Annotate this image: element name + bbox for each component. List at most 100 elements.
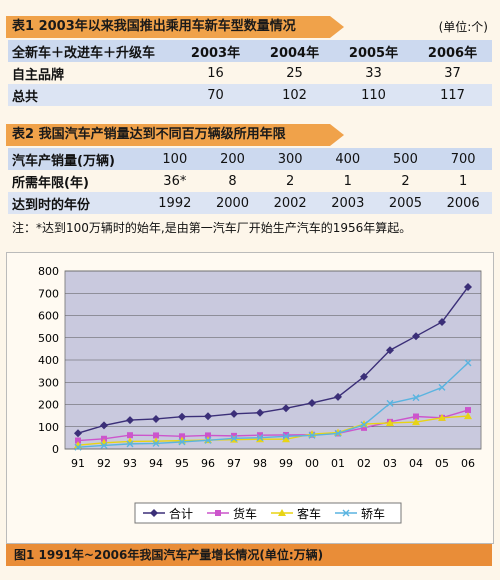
table1-unit: (单位:个) — [438, 20, 488, 34]
data-point — [386, 346, 394, 355]
table2-row-label: 所需年限(年) — [12, 175, 89, 191]
x-tick-label: 97 — [227, 457, 241, 470]
y-tick-label: 500 — [38, 332, 59, 345]
table-cell: 2000 — [215, 195, 250, 211]
data-point — [152, 437, 160, 445]
x-tick-label: 04 — [409, 457, 423, 470]
data-point — [230, 434, 238, 442]
data-point — [282, 404, 290, 413]
x-tick-label: 95 — [175, 457, 189, 470]
data-point — [101, 435, 107, 442]
data-point — [438, 317, 446, 326]
data-point — [230, 409, 238, 418]
data-point — [334, 392, 342, 401]
table-row: 所需年限(年) 36* 8 2 1 2 1 — [8, 170, 492, 192]
legend-box — [134, 502, 402, 524]
x-tick-label: 93 — [123, 457, 137, 470]
data-point — [205, 432, 211, 439]
table2-row-label: 达到时的年份 — [12, 197, 91, 213]
y-tick-label: 800 — [38, 265, 59, 278]
x-tick-label: 03 — [383, 457, 397, 470]
table1-header-cell: 2006年 — [427, 45, 478, 61]
data-point — [282, 435, 290, 443]
data-point — [464, 283, 472, 292]
series-line-2 — [77, 415, 469, 446]
data-point — [386, 418, 394, 426]
data-point — [308, 431, 316, 439]
table-cell: 37 — [444, 65, 461, 81]
data-point — [179, 433, 185, 440]
table-cell: 102 — [282, 87, 307, 103]
table1-header-cell: 2004年 — [269, 45, 320, 61]
data-point — [100, 441, 108, 449]
table-cell: 2002 — [273, 195, 307, 211]
table1: 全新车＋改进车＋升级车 2003年 2004年 2005年 2006年 自主品牌… — [8, 40, 492, 106]
y-tick-label: 0 — [52, 443, 59, 456]
x-tick-label: 94 — [149, 457, 163, 470]
data-point — [74, 443, 82, 451]
y-tick-label: 600 — [38, 310, 59, 323]
table-cell: 2005 — [388, 195, 422, 211]
table-cell: 1 — [459, 173, 468, 189]
data-point — [204, 412, 212, 421]
data-point — [126, 440, 134, 448]
table-cell: 33 — [365, 65, 382, 81]
table-row: 达到时的年份 1992 2000 2002 2003 2005 2006 — [8, 192, 492, 214]
data-point — [412, 394, 420, 402]
y-tick-label: 700 — [38, 287, 59, 300]
table-cell: 110 — [361, 87, 386, 103]
data-point — [278, 509, 286, 516]
table-row: 总共 70 102 110 117 — [8, 84, 492, 106]
legend-label: 合计 — [169, 506, 193, 521]
table-cell: 1 — [343, 173, 352, 189]
data-point — [178, 412, 186, 421]
table-cell: 400 — [335, 151, 361, 167]
data-point — [412, 418, 420, 426]
data-point — [464, 412, 472, 420]
y-tick-label: 300 — [38, 376, 59, 389]
data-point — [215, 510, 221, 516]
series-line-1 — [77, 409, 469, 442]
table-cell: 2003 — [331, 195, 365, 211]
data-point — [256, 434, 264, 442]
data-point — [126, 416, 134, 425]
y-tick-label: 200 — [38, 399, 59, 412]
data-point — [257, 432, 263, 439]
data-point — [464, 359, 472, 367]
table-cell: 2 — [401, 173, 410, 189]
table-cell: 2006 — [446, 195, 480, 211]
legend-label: 轿车 — [361, 506, 385, 521]
table-cell: 8 — [228, 173, 237, 189]
table1-row-label: 总共 — [12, 89, 39, 105]
x-tick-label: 06 — [461, 457, 475, 470]
data-point — [342, 509, 350, 517]
data-point — [152, 414, 160, 423]
table1-header-cell: 2003年 — [190, 45, 241, 61]
table-cell: 25 — [286, 65, 303, 81]
data-point — [100, 421, 108, 430]
table2: 汽车产销量(万辆) 100 200 300 400 500 700 所需年限(年… — [8, 148, 492, 214]
table2-title: 表2 我国汽车产销量达到不同百万辆级所用年限 — [6, 124, 344, 146]
x-tick-label: 01 — [331, 457, 345, 470]
figure-caption: 图1 1991年~2006年我国汽车产量增长情况(单位:万辆) — [6, 544, 492, 566]
chart-frame: 0 100 200 300 400 500 600 700 800 91 92 93 94 95 96 97 9… — [6, 252, 494, 544]
data-point — [360, 421, 368, 429]
x-tick-label: 91 — [71, 457, 85, 470]
table1-row-label: 自主品牌 — [12, 67, 65, 83]
table-cell: 1992 — [158, 195, 192, 211]
table-cell: 700 — [450, 151, 476, 167]
data-point — [283, 431, 289, 438]
legend-label: 货车 — [233, 506, 257, 521]
data-point — [361, 424, 367, 431]
data-point — [360, 372, 368, 381]
table-row: 自主品牌 16 25 33 37 — [8, 62, 492, 84]
legend-label: 客车 — [297, 506, 321, 521]
table1-header-cell: 2005年 — [348, 45, 399, 61]
x-tick-label: 98 — [253, 457, 267, 470]
x-tick-label: 02 — [357, 457, 371, 470]
data-point — [465, 407, 471, 414]
table-cell: 2 — [286, 173, 295, 189]
data-point — [75, 437, 81, 444]
data-point — [152, 439, 160, 447]
